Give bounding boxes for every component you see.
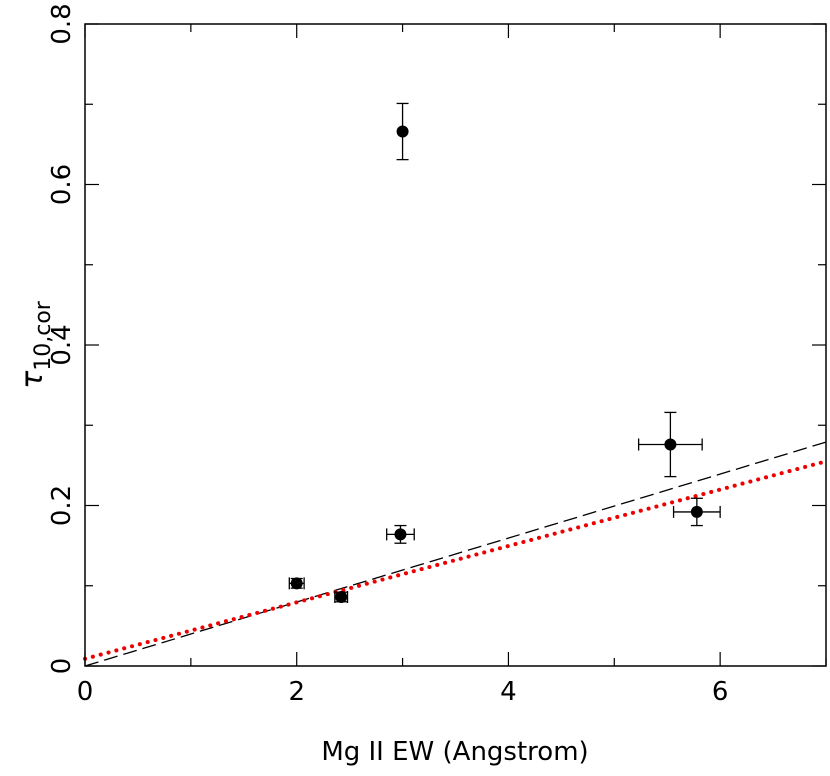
- y-axis-title: τ10,cor: [15, 300, 56, 389]
- data-points: [288, 102, 721, 603]
- x-axis-title: Mg II EW (Angstrom): [321, 737, 588, 767]
- data-point: [396, 102, 409, 161]
- data-point: [288, 577, 305, 590]
- x-tick-label: 6: [712, 677, 729, 707]
- tick-labels: 0 2 4 6 0 0.2 0.4 0.6 0.8: [47, 3, 728, 707]
- point-marker: [290, 577, 303, 590]
- y-tick-label: 0.8: [47, 3, 77, 44]
- x-tick-label: 2: [288, 677, 305, 707]
- y-axis-title-symbol: τ: [15, 370, 50, 389]
- data-point: [637, 411, 703, 478]
- plot-frame: [84, 23, 827, 667]
- data-point: [334, 590, 349, 603]
- data-point: [672, 497, 721, 527]
- y-tick-label: 0.4: [47, 324, 77, 365]
- y-tick-label: 0.6: [47, 164, 77, 205]
- y-tick-label: 0: [47, 658, 77, 675]
- y-axis-title-subscript: 10,cor: [31, 300, 56, 371]
- point-marker: [690, 505, 703, 518]
- axis-ticks: [84, 23, 827, 667]
- point-marker: [396, 125, 409, 138]
- x-tick-label: 0: [77, 677, 94, 707]
- svg-text:τ10,cor: τ10,cor: [15, 300, 56, 389]
- fit-lines: [83, 441, 828, 667]
- point-marker: [664, 438, 677, 451]
- data-point: [386, 524, 415, 544]
- point-marker: [335, 590, 348, 603]
- fit-line-dotted: [83, 459, 828, 661]
- y-tick-label: 0.2: [47, 485, 77, 526]
- x-tick-label: 4: [500, 677, 517, 707]
- point-marker: [394, 528, 407, 541]
- fit-line-dashed: [84, 441, 827, 667]
